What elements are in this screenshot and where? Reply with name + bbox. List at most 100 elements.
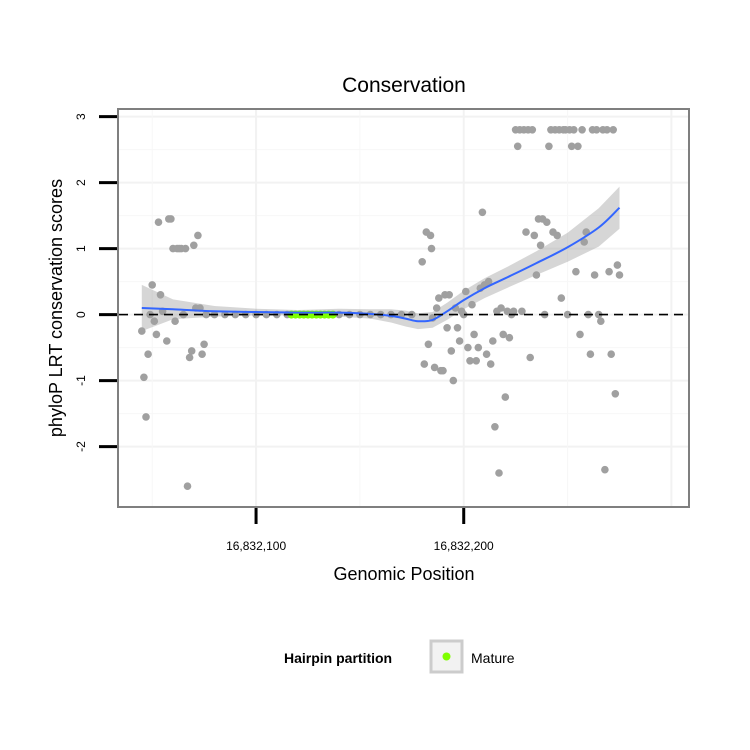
data-point-138: [605, 267, 613, 276]
data-point-105: [536, 241, 545, 250]
y-axis: -2 -1 0 1 2 3: [74, 113, 117, 452]
data-point-8: [154, 218, 163, 226]
data-point-56: [435, 294, 443, 302]
data-point-137: [603, 126, 611, 134]
data-point-132: [592, 126, 601, 134]
data-point-141: [611, 390, 620, 398]
data-point-72: [468, 300, 476, 309]
data-point-81: [486, 360, 495, 368]
data-point-0: [138, 327, 146, 335]
data-point-143: [615, 271, 624, 279]
data-point-125: [578, 126, 586, 134]
data-point-86: [497, 304, 505, 312]
data-point-73: [470, 330, 478, 339]
data-point-75: [474, 343, 483, 352]
data-point-142: [613, 261, 622, 269]
data-point-60: [443, 324, 451, 332]
data-point-85: [495, 469, 503, 477]
data-point-65: [453, 324, 462, 332]
y-tick-label-2: 0: [74, 311, 88, 318]
data-point-21: [183, 482, 192, 491]
data-point-129: [586, 350, 595, 359]
data-point-103: [532, 271, 541, 279]
y-tick-label-0: -2: [74, 441, 88, 452]
data-point-122: [572, 267, 580, 276]
legend-dot-mature: [442, 652, 451, 661]
data-point-68: [459, 310, 468, 319]
x-tick-label-1: 16,832,200: [434, 539, 494, 553]
x-axis: 16,832,100 16,832,200: [226, 508, 494, 553]
data-point-126: [580, 238, 588, 246]
data-point-80: [484, 277, 493, 286]
smooth-line-layer: [141, 206, 621, 323]
chart-title: Conservation: [342, 74, 466, 97]
data-point-58: [439, 366, 447, 375]
data-point-26: [194, 231, 202, 240]
y-axis-title: phyloP LRT conservation scores: [46, 179, 66, 437]
data-point-83: [491, 423, 499, 431]
data-point-133: [594, 310, 603, 319]
data-point-1: [140, 373, 148, 382]
data-point-87: [499, 330, 508, 339]
data-point-22: [185, 353, 194, 362]
data-point-2: [142, 413, 150, 421]
confidence-ribbon: [141, 186, 620, 332]
data-point-5: [148, 281, 156, 289]
data-point-70: [464, 343, 472, 352]
confidence-ribbon-layer: [141, 186, 620, 332]
data-point-109: [545, 142, 553, 151]
y-tick-label-4: 2: [74, 179, 88, 186]
data-point-101: [528, 126, 537, 134]
data-point-29: [200, 340, 208, 349]
data-point-79: [482, 350, 491, 359]
data-point-136: [601, 465, 609, 474]
data-point-96: [518, 307, 526, 316]
data-point-3: [144, 350, 152, 359]
legend: Hairpin partition Mature: [284, 639, 515, 674]
data-point-108: [543, 218, 551, 226]
data-point-140: [609, 126, 617, 134]
data-point-94: [513, 142, 522, 151]
data-point-115: [557, 294, 566, 302]
data-point-113: [553, 231, 561, 240]
data-point-66: [455, 337, 464, 345]
data-point-102: [530, 231, 539, 240]
data-point-121: [570, 126, 578, 134]
data-point-9: [156, 291, 165, 299]
data-point-82: [489, 337, 497, 345]
data-point-123: [574, 142, 582, 151]
data-point-11: [163, 337, 171, 345]
x-axis-title: Genomic Position: [333, 564, 474, 584]
data-point-24: [190, 241, 198, 250]
data-point-124: [576, 330, 584, 339]
data-point-55: [432, 304, 441, 312]
data-point-92: [509, 307, 518, 316]
data-point-74: [472, 357, 481, 365]
legend-title: Hairpin partition: [284, 650, 392, 666]
data-point-47: [418, 258, 427, 266]
smooth-line: [141, 206, 621, 323]
data-point-54: [430, 363, 439, 372]
y-tick-label-5: 3: [74, 113, 88, 120]
data-point-28: [198, 350, 206, 359]
data-point-20: [181, 244, 190, 253]
data-point-6: [150, 317, 159, 326]
y-tick-label-1: -1: [74, 375, 88, 386]
data-point-51: [426, 231, 435, 240]
data-point-52: [427, 244, 436, 253]
data-point-62: [447, 347, 456, 355]
data-point-23: [187, 347, 196, 355]
data-point-69: [462, 287, 470, 296]
legend-label-mature: Mature: [471, 650, 515, 666]
data-point-139: [607, 350, 615, 359]
data-point-63: [449, 376, 458, 385]
data-point-50: [424, 340, 433, 349]
y-tick-label-3: 1: [74, 245, 88, 252]
data-point-15: [171, 317, 179, 326]
plot-panel-border: [117, 108, 690, 508]
data-point-98: [522, 228, 530, 236]
data-point-61: [445, 291, 454, 299]
data-point-13: [167, 215, 175, 223]
data-point-71: [466, 357, 474, 365]
